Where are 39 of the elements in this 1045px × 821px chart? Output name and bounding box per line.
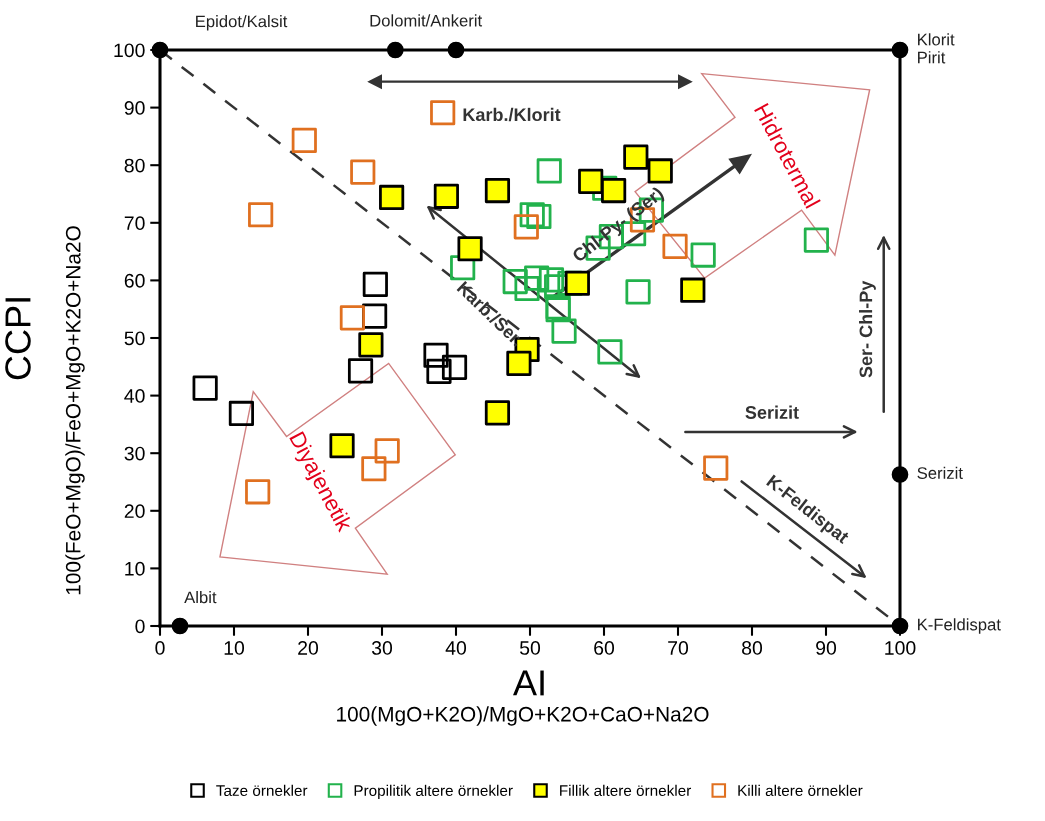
y-tick-label: 20 — [124, 504, 145, 519]
text: 100(FeO+MgO)/FeO+MgO+K2O+Na2O — [65, 226, 85, 595]
x-tick-label: 70 — [668, 641, 689, 655]
y-tick-label: 70 — [124, 216, 145, 231]
legend-label: Fillik altere örnekler — [560, 784, 692, 797]
text: 100(MgO+K2O)/MgO+K2O+CaO+Na2O — [337, 706, 709, 726]
y-tick-label: 40 — [124, 389, 145, 403]
text: Dolomit/Ankerit — [370, 14, 483, 27]
y-axis-title: CCPI — [5, 298, 31, 380]
y-tick-label: 100 — [114, 43, 145, 58]
y-tick-label: 60 — [124, 273, 145, 288]
x-axis-title: AI — [513, 670, 544, 696]
x-tick-label: 10 — [224, 641, 245, 655]
annotation: Epidot/Kalsit — [196, 15, 288, 31]
y-tick-label: 30 — [124, 446, 145, 461]
legend-label: Taze örnekler — [216, 784, 308, 797]
annotation: Karb./Klorit — [463, 107, 561, 122]
x-tick-label: 0 — [155, 641, 165, 655]
annotation: Ser- Chl-Py — [859, 280, 876, 378]
legend-label: Propilitik altere örnekler — [354, 784, 513, 800]
y-tick-label: 80 — [124, 158, 145, 173]
x-tick-label: 30 — [371, 641, 393, 655]
annotation: Albit — [184, 591, 217, 604]
x-tick-label: 100 — [885, 641, 916, 655]
x-tick-label: 20 — [298, 641, 319, 655]
y-tick-label: 0 — [135, 619, 145, 634]
y-tick-label: 90 — [124, 101, 145, 115]
x-tick-label: 50 — [519, 641, 541, 655]
x-tick-label: 60 — [594, 641, 615, 655]
y-tick-label: 10 — [125, 561, 145, 576]
x-tick-label: 90 — [816, 641, 837, 655]
x-tick-label: 40 — [445, 641, 467, 655]
y-tick-label: 50 — [124, 331, 145, 346]
annotation: Klorit Pirit — [918, 33, 955, 64]
annotation: Serizit — [745, 405, 799, 419]
x-tick-label: 80 — [742, 641, 763, 655]
annotation: Serizit — [917, 466, 963, 479]
annotation: K-Feldispat — [918, 618, 1001, 634]
legend-label: Killi altere örnekler — [738, 784, 863, 797]
